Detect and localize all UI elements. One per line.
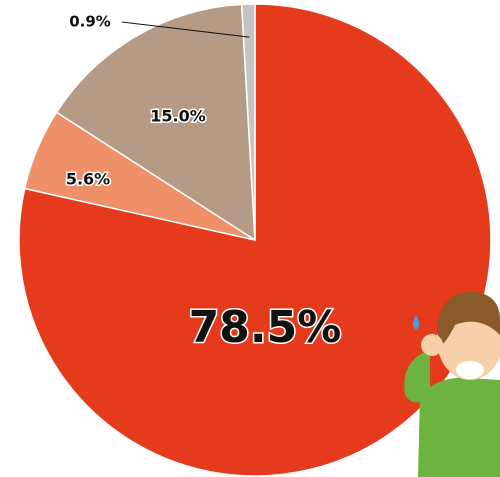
data-label: 15.0% xyxy=(150,107,206,126)
data-label: 5.6% xyxy=(66,170,110,189)
data-label: 78.5% xyxy=(189,302,342,353)
chart: 78.5% 5.6% 15.0% 0.9% xyxy=(0,0,500,477)
data-label: 0.9% xyxy=(69,13,111,31)
